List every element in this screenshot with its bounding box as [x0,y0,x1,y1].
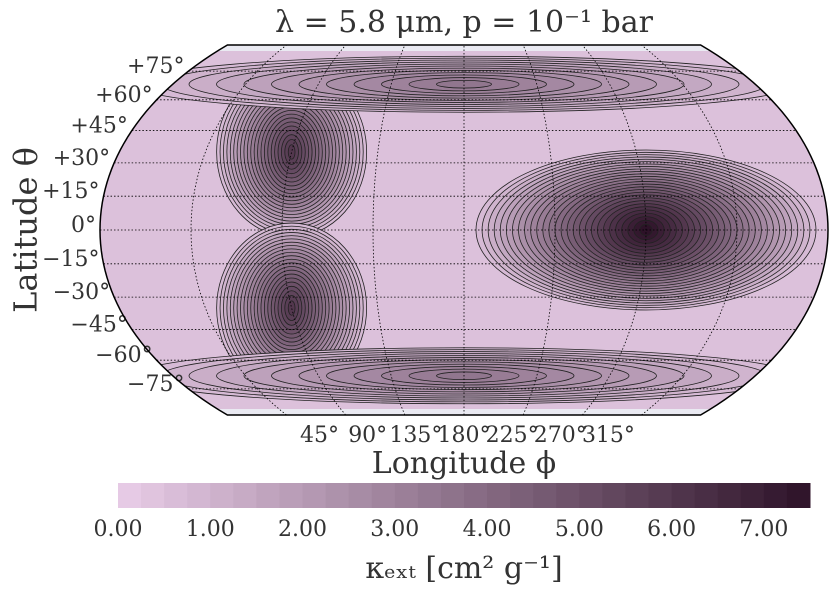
y-tick-label: −30° [53,280,110,305]
colorbar-segment [417,483,442,508]
colorbar-segment [187,483,211,508]
colorbar-segment [786,483,811,508]
colorbar-segment [602,483,626,508]
y-tick-label: −75° [127,372,184,397]
colorbar-segment [279,483,304,508]
colorbar-segment [533,483,557,508]
x-tick-label: 270° [534,423,587,448]
colorbar-segment [648,483,673,508]
colorbar-segment [694,483,719,508]
colorbar-segment [740,483,765,508]
colorbar-segment [440,483,465,508]
y-axis-label: Latitude θ [7,147,45,313]
colorbar-segment [763,483,788,508]
y-tick-label: −45° [70,312,127,337]
colorbar-segment [164,483,188,508]
peak [216,222,368,394]
y-tick-label: +30° [53,146,110,171]
y-tick-label: +75° [127,54,184,79]
grid-line [281,44,347,416]
x-tick-label: 180° [438,423,491,448]
colorbar-segment [510,483,534,508]
colorbar-segment [625,483,650,508]
colorbar-tick-label: 1.00 [186,517,235,542]
y-tick-label: 0° [71,213,96,238]
chart-title: λ = 5.8 μm, p = 10⁻¹ bar [275,5,654,40]
y-tick-label: +15° [42,179,99,204]
colorbar-label: κₑₓₜ [cm² g⁻¹] [365,551,562,586]
y-tick-label: −15° [42,247,99,272]
y-tick-label: +45° [70,114,127,139]
x-tick-label: 225° [486,423,539,448]
contour [287,300,296,316]
grid-line [641,44,738,416]
colorbar-segment [556,483,580,508]
x-axis-label: Longitude ϕ [372,446,556,481]
y-tick-label: +60° [95,83,152,108]
colorbar-segment [210,483,234,508]
colorbar-segment [579,483,603,508]
colorbar-tick-label: 7.00 [739,517,788,542]
colorbar-tick-label: 0.00 [94,517,143,542]
x-tick-label: 315° [582,423,635,448]
y-tick-label: −60° [95,343,152,368]
x-tick-label: 45° [300,423,339,448]
colorbar-segment [302,483,327,508]
colorbar-segment [348,483,373,508]
colorbar-segment [256,483,280,508]
colorbar-segment [394,483,419,508]
colorbar-segment [118,483,142,508]
colorbar-segment [671,483,696,508]
colorbar-tick-label: 3.00 [370,517,419,542]
colorbar-tick-label: 4.00 [463,517,512,542]
x-tick-label: 90° [348,423,387,448]
colorbar-segment [487,483,511,508]
colorbar-segment [141,483,165,508]
colorbar-segment [325,483,350,508]
contour [287,144,296,160]
colorbar-tick-label: 6.00 [647,517,696,542]
colorbar-tick-label: 2.00 [278,517,327,542]
grid-line [581,44,647,416]
colorbar-segment [371,483,396,508]
colorbar-segment [233,483,257,508]
colorbar-segment [717,483,742,508]
map-field [100,51,828,409]
grid-line [190,44,287,416]
colorbar-tick-label: 5.00 [555,517,604,542]
x-tick-label: 135° [389,423,442,448]
colorbar-segment [464,483,488,508]
map-outline [99,44,829,416]
